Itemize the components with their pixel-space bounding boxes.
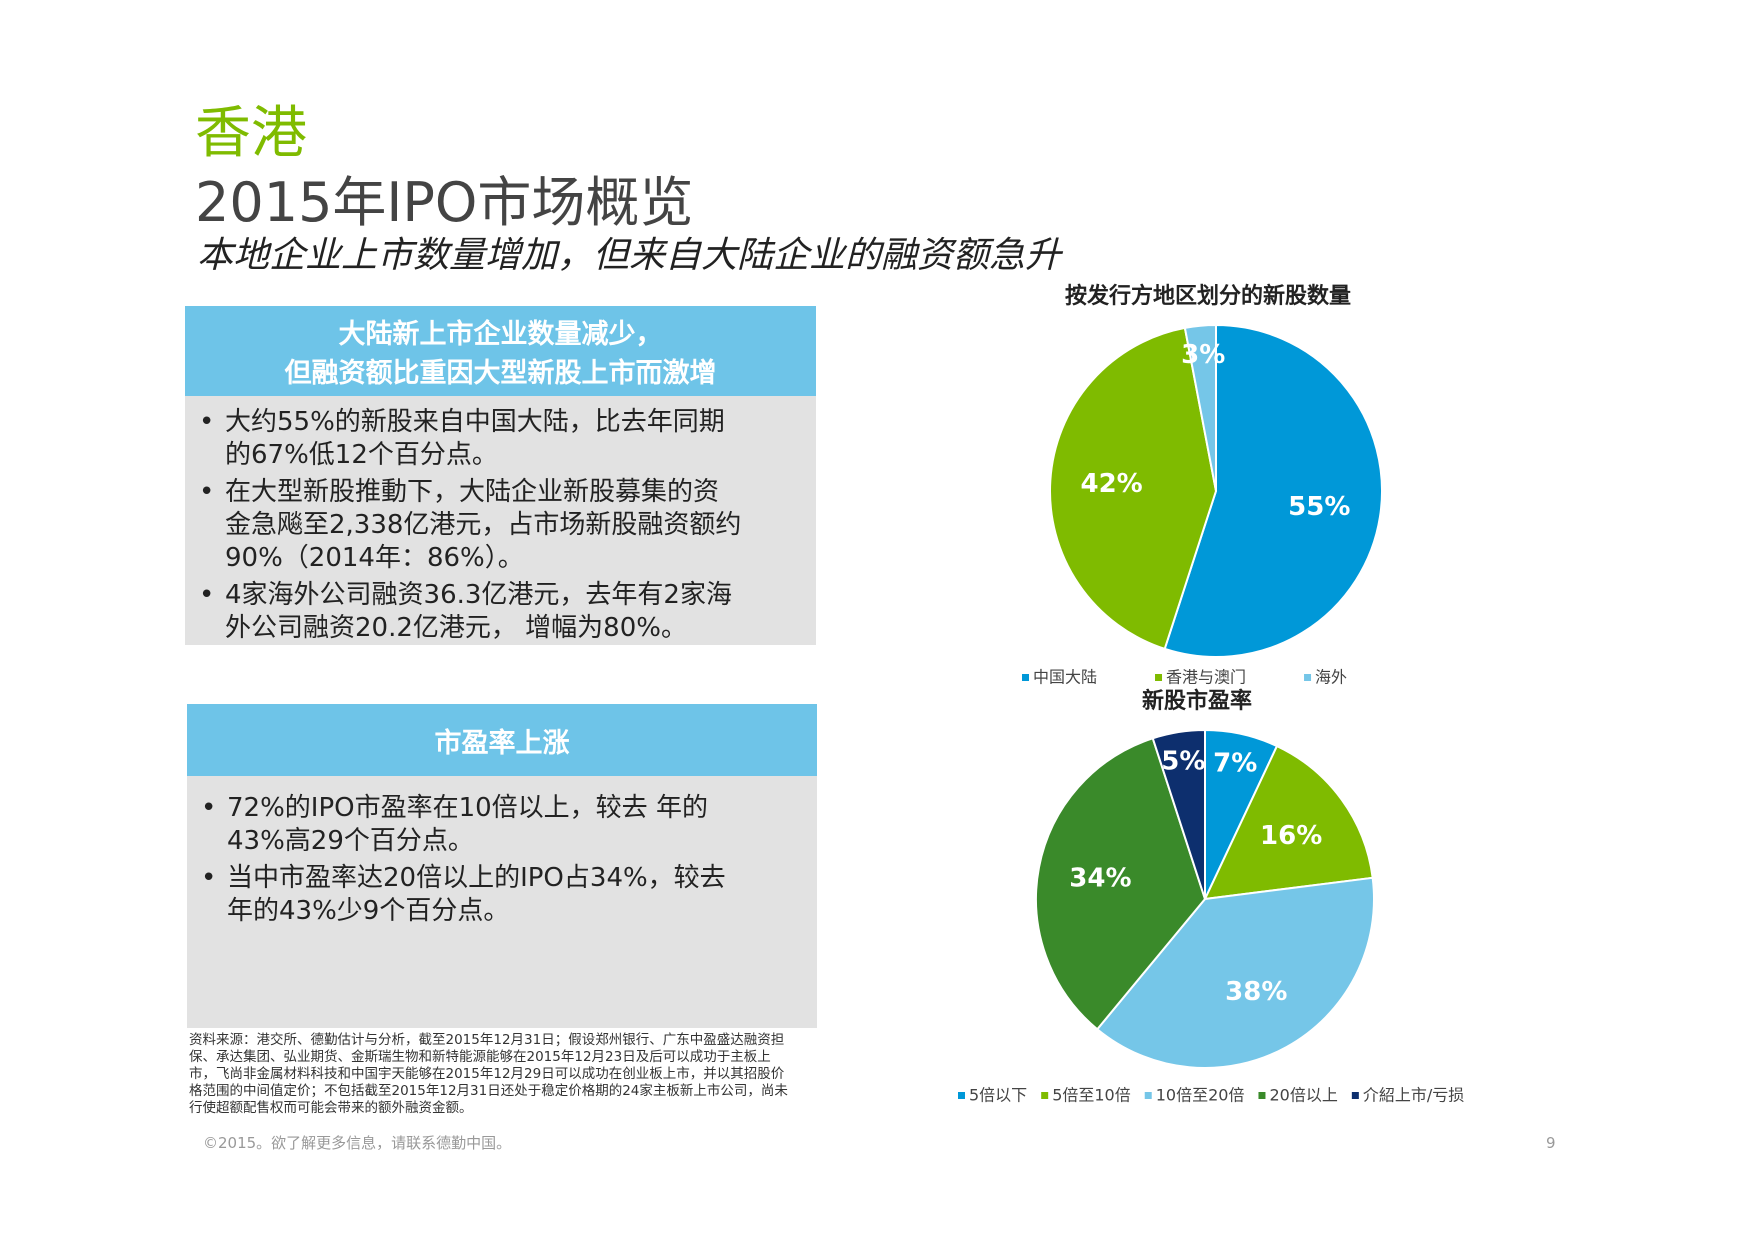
source-line: 行使超额配售权而可能会带来的额外融资金额。 xyxy=(189,1100,473,1116)
panel: 市盈率上涨 72%的IPO市盈率在10倍以上，较去 年的43%高29个百分点。当… xyxy=(187,704,817,1028)
panel-header: 市盈率上涨 xyxy=(187,704,817,776)
panel-title-line: 市盈率上涨 xyxy=(434,727,570,759)
legend-label: 20倍以上 xyxy=(1269,1086,1337,1105)
subtitle: 本地企业上市数量增加，但来自大陆企业的融资额急升 xyxy=(197,235,1062,276)
legend-marker xyxy=(1304,674,1312,681)
bullet-line: 43%高29个百分点。 xyxy=(227,826,474,856)
bullet: 在大型新股推動下，大陆企业新股募集的资金急飚至2,338亿港元，占市场新股融资额… xyxy=(199,476,796,575)
bullet-line: 大约55%的新股来自中国大陆，比去年同期 xyxy=(225,407,725,437)
data-label: 42% xyxy=(1081,469,1143,499)
bullet-list: 72%的IPO市盈率在10倍以上，较去 年的43%高29个百分点。当中市盈率达2… xyxy=(187,776,817,928)
bullet-line: 当中市盈率达20倍以上的IPO占34%，较去 xyxy=(227,863,726,893)
panel: 大陆新上市企业数量减少， 但融资额比重因大型新股上市而激增 大约55%的新股来自中… xyxy=(185,306,816,645)
legend-label: 海外 xyxy=(1315,668,1347,687)
bullet-line: 4家海外公司融资36.3亿港元，去年有2家海 xyxy=(225,580,732,610)
source-line: 格范围的中间值定价；不包括截至2015年12月31日还处于稳定价格期的24家主板… xyxy=(189,1083,788,1099)
data-label: 55% xyxy=(1288,492,1350,522)
bullet-line: 在大型新股推動下，大陆企业新股募集的资 xyxy=(225,477,720,507)
legend-label: 5倍至10倍 xyxy=(1052,1086,1131,1105)
source-line: 保、承达集团、弘业期货、金斯瑞生物和新特能源能够在2015年12月23日及后可以… xyxy=(189,1049,771,1065)
copyright: ©2015。欲了解更多信息，请联系德勤中国。 xyxy=(203,1134,512,1152)
bullet: 72%的IPO市盈率在10倍以上，较去 年的43%高29个百分点。 xyxy=(201,792,797,858)
chart-title: 按发行方地区划分的新股数量 xyxy=(1065,283,1351,309)
data-label: 3% xyxy=(1181,340,1225,370)
bullet-line: 的67%低12个百分点。 xyxy=(225,440,498,470)
data-label: 34% xyxy=(1069,864,1131,894)
data-label: 7% xyxy=(1213,748,1257,778)
data-label: 38% xyxy=(1225,977,1287,1007)
bullet-line: 金急飚至2,338亿港元，占市场新股融资额约 xyxy=(225,510,742,540)
legend-marker xyxy=(1258,1092,1266,1099)
pie-slice xyxy=(1203,744,1374,901)
source-line: 资料来源：港交所、德勤估计与分析，截至2015年12月31日；假设郑州银行、广东… xyxy=(189,1032,785,1048)
bullet-line: 90%（2014年：86%）。 xyxy=(225,543,524,573)
legend-label: 5倍以下 xyxy=(969,1086,1027,1105)
data-label: 5% xyxy=(1161,747,1205,777)
pie-slice xyxy=(1151,728,1206,900)
bullet-line: 72%的IPO市盈率在10倍以上，较去 年的 xyxy=(227,793,708,823)
pie-slice xyxy=(1035,737,1207,1031)
legend-marker xyxy=(958,1092,965,1099)
source-line: 市，飞尚非金属材料科技和中国宇天能够在2015年12月29日可以成功在创业板上市… xyxy=(189,1066,785,1082)
region-title: 香港 xyxy=(195,101,307,166)
panel-title-line: 但融资额比重因大型新股上市而激增 xyxy=(284,358,717,389)
source-note: 资料来源：港交所、德勤估计与分析，截至2015年12月31日；假设郑州银行、广东… xyxy=(189,1032,788,1117)
legend-marker xyxy=(1144,1092,1152,1099)
legend-label: 介紹上市/亏损 xyxy=(1363,1086,1464,1105)
panel-title-line: 大陆新上市企业数量减少， xyxy=(338,319,663,350)
page-number: 9 xyxy=(1546,1134,1556,1152)
pie-slice xyxy=(1183,323,1217,492)
legend-label: 香港与澳门 xyxy=(1166,668,1246,687)
data-label: 16% xyxy=(1260,821,1322,851)
panel-header: 大陆新上市企业数量减少， 但融资额比重因大型新股上市而激增 xyxy=(185,306,816,396)
legend-label: 10倍至20倍 xyxy=(1156,1086,1245,1105)
bullet-list: 大约55%的新股来自中国大陆，比去年同期的67%低12个百分点。在大型新股推動下… xyxy=(185,396,816,645)
legend-label: 中国大陆 xyxy=(1033,668,1097,687)
bullet-line: 年的43%少9个百分点。 xyxy=(227,896,510,926)
pie-slice xyxy=(1163,323,1383,658)
main-title: 2015年IPO市场概览 xyxy=(195,171,694,234)
pie-slice xyxy=(1049,326,1218,651)
legend-marker xyxy=(1351,1092,1359,1099)
bullet-line: 外公司融资20.2亿港元， 增幅为80%。 xyxy=(225,613,687,643)
legend-marker xyxy=(1041,1092,1049,1099)
legend-marker xyxy=(1155,674,1163,681)
legend-marker xyxy=(1022,674,1029,681)
pie-slice xyxy=(1095,876,1376,1070)
chart-title: 新股市盈率 xyxy=(1142,688,1252,714)
